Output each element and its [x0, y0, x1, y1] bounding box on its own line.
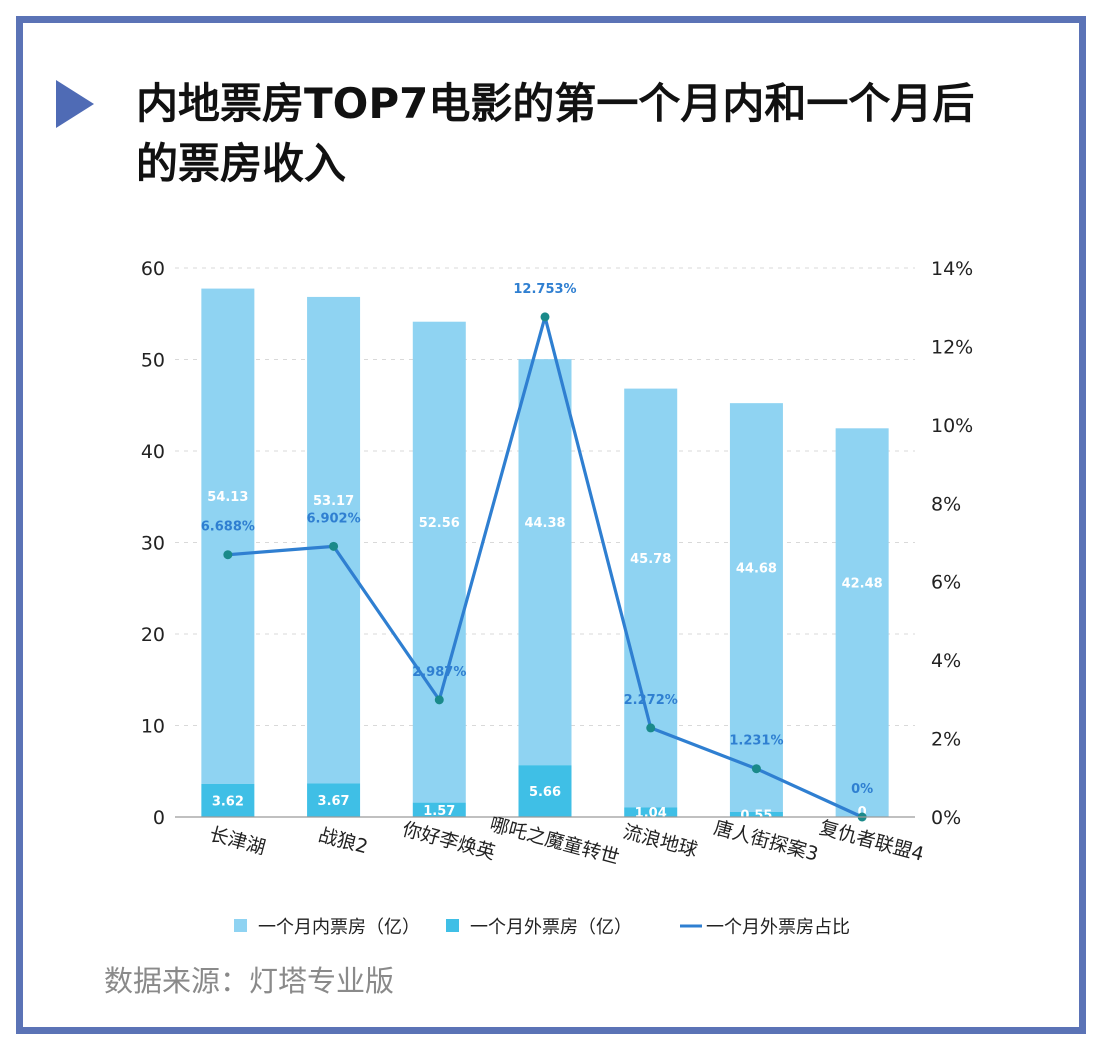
bar-within-month-label: 54.13 — [207, 490, 248, 505]
left-tick-label: 10 — [141, 716, 165, 738]
ratio-label: 6.902% — [306, 511, 360, 526]
chart-title: 内地票房TOP7电影的第一个月内和一个月后的票房收入 — [136, 79, 975, 188]
bars: 54.13 3.62 53.17 3.67 52.56 1.57 44.38 5.66 45.7… — [201, 288, 889, 823]
ratio-label: 0% — [851, 782, 873, 797]
right-tick-label: 12% — [931, 336, 973, 358]
right-tick-label: 0% — [931, 807, 961, 829]
right-tick-label: 14% — [931, 258, 973, 280]
bar-after-month — [624, 807, 678, 817]
category-label: 你好李焕英 — [400, 818, 497, 864]
bar-within-month-label: 44.68 — [736, 562, 777, 577]
right-axis: 0% 2% 4% 6% 8% 10% 12% 14% — [931, 258, 973, 829]
legend-swatch — [234, 919, 247, 932]
legend-label: 一个月内票房（亿） — [258, 917, 420, 938]
bar-after-month — [307, 783, 361, 817]
bar-within-month — [201, 288, 255, 784]
right-tick-label: 6% — [931, 572, 961, 594]
ratio-point — [751, 764, 761, 774]
bar-within-month-label: 45.78 — [630, 552, 671, 567]
bar-after-month — [201, 783, 255, 817]
left-tick-label: 40 — [141, 441, 165, 463]
bar-within-month — [835, 428, 889, 817]
ratio-point — [223, 550, 233, 560]
ratio-label: 2.272% — [624, 693, 678, 708]
category-label: 唐人街探案3 — [711, 817, 820, 866]
bar-within-month — [518, 359, 572, 766]
category-label: 战狼2 — [316, 824, 370, 858]
legend-label: 一个月外票房（亿） — [470, 917, 632, 938]
ratio-label: 6.688% — [201, 520, 255, 535]
ratio-label: 1.231% — [729, 734, 783, 749]
ratio-point — [646, 723, 656, 733]
left-tick-label: 0 — [153, 807, 165, 829]
bar-within-month-label: 52.56 — [419, 516, 460, 531]
bar-within-month — [624, 388, 678, 808]
bar-after-month-label: 3.67 — [318, 794, 350, 809]
left-tick-label: 20 — [141, 624, 165, 646]
bar-after-month-label: 1.57 — [423, 804, 455, 819]
category-label: 复仇者联盟4 — [817, 817, 926, 866]
ratio-label: 12.753% — [513, 282, 576, 297]
bar-within-month — [307, 296, 361, 784]
bar-within-month-label: 44.38 — [524, 516, 565, 531]
source-note: 数据来源：灯塔专业版 — [104, 964, 395, 998]
left-tick-label: 30 — [141, 533, 165, 555]
ratio-line: 6.688% 6.902% 2.987% 12.753% 2.272% 1.231% 0% — [201, 282, 873, 822]
right-tick-label: 4% — [931, 650, 961, 672]
ratio-point — [329, 541, 339, 551]
ratio-point — [434, 695, 444, 705]
bar-within-month — [412, 321, 466, 803]
bar-after-month — [518, 765, 572, 817]
bar-after-month-label: 3.62 — [212, 794, 244, 809]
category-label: 长津湖 — [207, 823, 268, 859]
category-label: 哪吒之魔童转世 — [487, 813, 621, 869]
right-tick-label: 2% — [931, 729, 961, 751]
bar-within-month-label: 42.48 — [842, 577, 883, 592]
right-tick-label: 8% — [931, 493, 961, 515]
right-tick-label: 10% — [931, 415, 973, 437]
left-axis: 0 10 20 30 40 50 60 — [141, 258, 165, 829]
bar-after-month-label: 0.55 — [740, 808, 772, 823]
bar-after-month-label: 5.66 — [529, 785, 561, 800]
category-label: 流浪地球 — [621, 821, 700, 862]
ratio-point — [540, 312, 550, 322]
ratio-label: 2.987% — [412, 665, 466, 680]
left-tick-label: 50 — [141, 350, 165, 372]
bar-after-month-label: 1.04 — [635, 806, 667, 821]
legend: 一个月内票房（亿） 一个月外票房（亿） 一个月外票房占比 — [234, 917, 850, 938]
bar-after-month — [412, 802, 466, 817]
left-tick-label: 60 — [141, 258, 165, 280]
bar-after-month — [729, 811, 783, 817]
legend-label: 一个月外票房占比 — [706, 917, 850, 938]
title-marker-icon — [56, 80, 94, 128]
legend-swatch — [446, 919, 459, 932]
bar-within-month-label: 53.17 — [313, 494, 354, 509]
bar-within-month — [729, 403, 783, 812]
